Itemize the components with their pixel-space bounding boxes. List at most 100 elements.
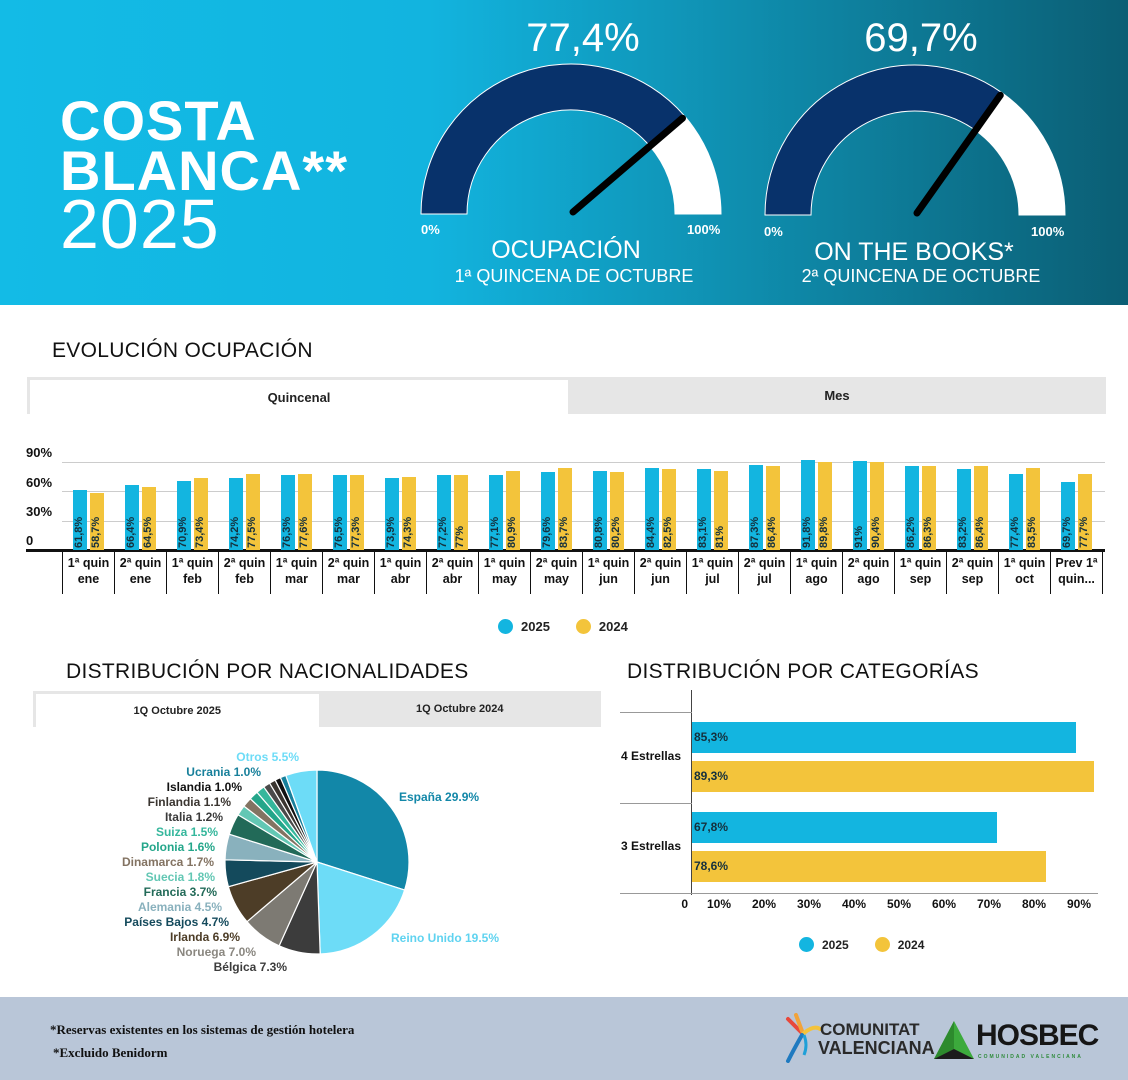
- x-category-line: 2ª quin: [223, 556, 266, 570]
- bar-value-label: 82,5%: [662, 516, 674, 548]
- bar-value-label: 83,5%: [1026, 516, 1038, 548]
- title-year: 2025: [60, 185, 220, 263]
- pie-label: España 29.9%: [399, 790, 480, 804]
- gridline: [62, 462, 1105, 464]
- x-tick-label: 90%: [1066, 897, 1091, 911]
- x-category-line: jun: [651, 572, 670, 586]
- hosbec-logo-sub: COMUNIDAD VALENCIANA: [978, 1054, 1083, 1060]
- x-category-line: jun: [599, 572, 618, 586]
- pie-label: Dinamarca 1.7%: [121, 855, 214, 869]
- bar-value-label: 86,3%: [922, 516, 934, 548]
- bar-value-label: 86,2%: [905, 516, 917, 548]
- legend-2024-label: 2024: [598, 619, 628, 634]
- bar-2024: [1078, 474, 1092, 550]
- x-tick-label: 40%: [841, 897, 866, 911]
- tab-1q-octubre-2024[interactable]: 1Q Octubre 2024: [416, 703, 504, 715]
- bar-2025: [1061, 481, 1075, 550]
- categorias-title: DISTRIBUCIÓN POR CATEGORÍAS: [627, 660, 979, 683]
- x-category-line: 1ª quin: [899, 556, 942, 570]
- tab-1q-octubre-2025[interactable]: 1Q Octubre 2025: [33, 691, 319, 727]
- x-axis-line: [26, 549, 1105, 552]
- x-category-line: may: [491, 572, 518, 586]
- bar-2024: [766, 465, 780, 550]
- comunitat-logo-line1: COMUNITAT: [820, 1020, 920, 1039]
- gauge-empty-arc: [974, 92, 1066, 216]
- bar-2024: [922, 465, 936, 550]
- hosbec-logo: HOSBEC COMUNIDAD VALENCIANA: [932, 1019, 1099, 1063]
- footer-note-benidorm: *Excluido Benidorm: [53, 1045, 168, 1060]
- x-category-line: quin...: [1058, 572, 1095, 586]
- bar-value-label: 77,4%: [1009, 516, 1021, 548]
- pie-labels: España 29.9% Reino Unido 19.5% Bélgica 7.3…: [0, 0, 1128, 974]
- nacionalidades-tabs: 1Q Octubre 2025 1Q Octubre 2024: [33, 691, 601, 727]
- bar-2024: [662, 469, 676, 550]
- x-tick-label: 80%: [1021, 897, 1046, 911]
- header-banner: COSTA BLANCA** 2025 77,4% 0% 100% OCUPAC…: [0, 0, 1128, 305]
- x-category-line: 1ª quin: [691, 556, 734, 570]
- bar-2025: [125, 485, 139, 550]
- x-category-line: 2ª quin: [951, 556, 994, 570]
- bar-2024: [142, 487, 156, 550]
- tab-mes[interactable]: Mes: [824, 388, 850, 403]
- bar-value-label: 81%: [714, 525, 726, 548]
- x-category-line: abr: [442, 572, 463, 586]
- hbar-value-label: 89,3%: [694, 769, 729, 783]
- y-tick-label: 30%: [26, 504, 53, 519]
- x-category-label: 1ª quin abr: [374, 552, 426, 594]
- pie-label: Otros 5.5%: [236, 750, 299, 764]
- bar-value-label: 91%: [853, 525, 865, 548]
- pie-label: Suecia 1.8%: [145, 870, 215, 884]
- x-tick-label: 50%: [886, 897, 911, 911]
- x-category-label: 1ª quin jul: [686, 552, 738, 594]
- bar-2024: [714, 470, 728, 550]
- legend-2024-label: 2024: [897, 937, 925, 952]
- x-category-label: 2ª quin jun: [634, 552, 686, 594]
- x-category-label: Prev 1ª quin...: [1050, 552, 1102, 594]
- x-category-line: 2ª quin: [535, 556, 578, 570]
- bar-2025: [385, 477, 399, 550]
- bar-2025: [749, 464, 763, 550]
- x-category-label: 1ª quin sep: [894, 552, 946, 594]
- x-category-line: 1ª quin: [483, 556, 526, 570]
- gridline: [62, 520, 1105, 522]
- x-category-line: sep: [909, 572, 932, 586]
- x-axis-line: [620, 893, 1098, 894]
- legend-2025-dot: [498, 619, 513, 634]
- pie-label: Noruega 7.0%: [176, 945, 256, 959]
- gauges: [420, 63, 1066, 217]
- y-tick-label: 60%: [26, 475, 53, 490]
- bar-2024: [818, 462, 832, 550]
- x-category-line: oct: [1015, 572, 1034, 586]
- hosbec-logo-text: HOSBEC: [976, 1019, 1099, 1052]
- x-tick-label: 0: [681, 897, 688, 911]
- x-category-line: feb: [183, 572, 202, 586]
- category-divider: [620, 712, 692, 713]
- gauge-ocupacion-min: 0%: [421, 222, 440, 237]
- gauge-needle: [913, 91, 1004, 217]
- x-category-line: sep: [961, 572, 984, 586]
- bar-2024: [402, 477, 416, 550]
- x-category-line: 1ª quin: [171, 556, 214, 570]
- hbar-2024: [692, 761, 1094, 792]
- gauge-books-subtitle: 2ª QUINCENA DE OCTUBRE: [801, 266, 1041, 286]
- x-tick-label: 20%: [751, 897, 776, 911]
- bar-2025: [853, 461, 867, 550]
- bar-value-label: 83,2%: [957, 516, 969, 548]
- x-category-label: 1ª quin oct: [998, 552, 1050, 594]
- bar-2024: [194, 478, 208, 550]
- bar-value-label: 89,8%: [818, 516, 830, 548]
- category-divider: [620, 803, 692, 804]
- x-category-line: jul: [757, 572, 772, 586]
- bar-value-label: 84,4%: [645, 516, 657, 548]
- tab-quincenal[interactable]: Quincenal: [27, 377, 568, 414]
- bar-2025: [957, 468, 971, 550]
- x-category-line: ago: [857, 572, 880, 586]
- footer-note-reservas: *Reservas existentes en los sistemas de …: [50, 1022, 355, 1037]
- gauge-ocupacion-subtitle: 1ª QUINCENA DE OCTUBRE: [454, 266, 694, 286]
- categorias-bar-chart: 0 10% 20% 30% 40% 50% 60% 70% 80% 90% 4 Estrellas 8…: [0, 0, 1128, 911]
- x-category-line: ene: [77, 572, 100, 586]
- x-category-line: 2ª quin: [847, 556, 890, 570]
- bar-2025: [905, 465, 919, 550]
- gauge-empty-arc: [649, 115, 722, 215]
- x-category-label: 1ª quin mar: [270, 552, 322, 594]
